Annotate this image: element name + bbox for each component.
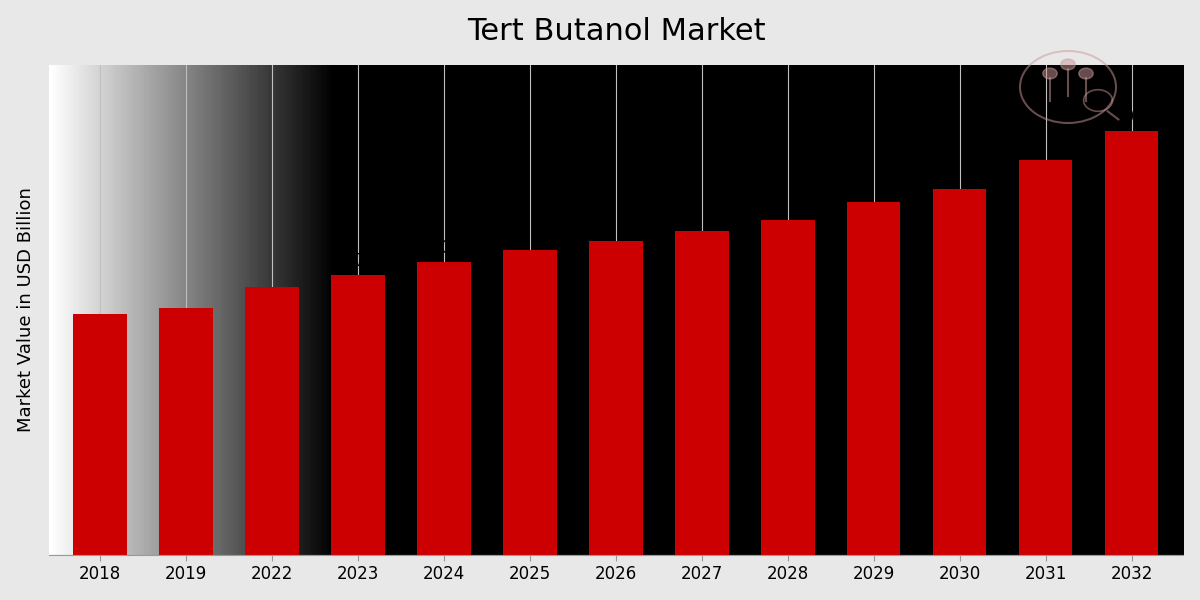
Circle shape <box>1061 59 1075 70</box>
Bar <box>246 287 299 555</box>
Bar <box>331 275 385 555</box>
Bar <box>73 314 127 555</box>
Y-axis label: Market Value in USD Billion: Market Value in USD Billion <box>17 187 35 432</box>
Circle shape <box>1043 68 1057 79</box>
Title: Tert Butanol Market: Tert Butanol Market <box>467 17 766 46</box>
Bar <box>1105 131 1158 555</box>
Bar <box>934 190 986 555</box>
Text: 7.05: 7.05 <box>426 239 462 257</box>
Text: 10.2: 10.2 <box>1114 108 1151 126</box>
Bar <box>503 250 557 555</box>
Text: 6.73: 6.73 <box>340 253 377 271</box>
Bar <box>160 308 212 555</box>
Bar <box>761 220 815 555</box>
Bar <box>1019 160 1073 555</box>
Bar <box>676 231 728 555</box>
Bar <box>418 262 470 555</box>
Bar <box>847 202 900 555</box>
Circle shape <box>1079 68 1093 79</box>
Bar <box>589 241 642 555</box>
